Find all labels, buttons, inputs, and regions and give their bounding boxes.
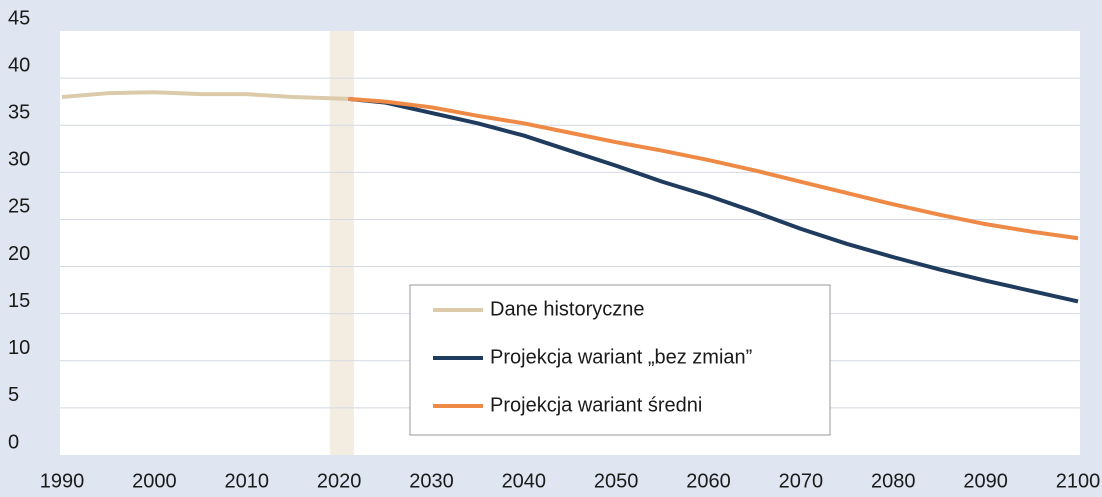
line-series — [348, 96, 1079, 241]
legend-label: Projekcja wariant średni — [490, 394, 702, 416]
y-tick-label: 10 — [8, 337, 30, 359]
highlight-band — [329, 31, 354, 455]
x-tick-label: 2090 — [963, 470, 1008, 492]
y-tick-label: 45 — [8, 7, 30, 29]
x-tick-label: 2080 — [871, 470, 916, 492]
x-tick-label: 1990 — [40, 470, 85, 492]
legend-label: Projekcja wariant „bez zmian” — [490, 346, 752, 368]
x-tick-label: 2020 — [317, 470, 362, 492]
x-tick-label: 2070 — [779, 470, 824, 492]
line-series — [348, 96, 1079, 304]
y-tick-label: 30 — [8, 149, 30, 171]
x-tick-label: 2010 — [224, 470, 269, 492]
legend-label: Dane historyczne — [490, 298, 645, 320]
line-series — [61, 90, 349, 101]
x-tick-label: 2060 — [686, 470, 731, 492]
y-tick-label: 40 — [8, 54, 30, 76]
x-tick-label: 2030 — [409, 470, 454, 492]
y-tick-label: 25 — [8, 196, 30, 218]
x-tick-label: 2100 — [1056, 470, 1101, 492]
y-tick-label: 20 — [8, 243, 30, 265]
y-tick-label: 35 — [8, 102, 30, 124]
x-tick-label: 2040 — [502, 470, 547, 492]
x-tick-label: 2000 — [132, 470, 177, 492]
x-tick-label: 2050 — [594, 470, 639, 492]
y-tick-label: 5 — [8, 384, 19, 406]
y-tick-label: 15 — [8, 290, 30, 312]
y-tick-label: 0 — [8, 431, 19, 453]
